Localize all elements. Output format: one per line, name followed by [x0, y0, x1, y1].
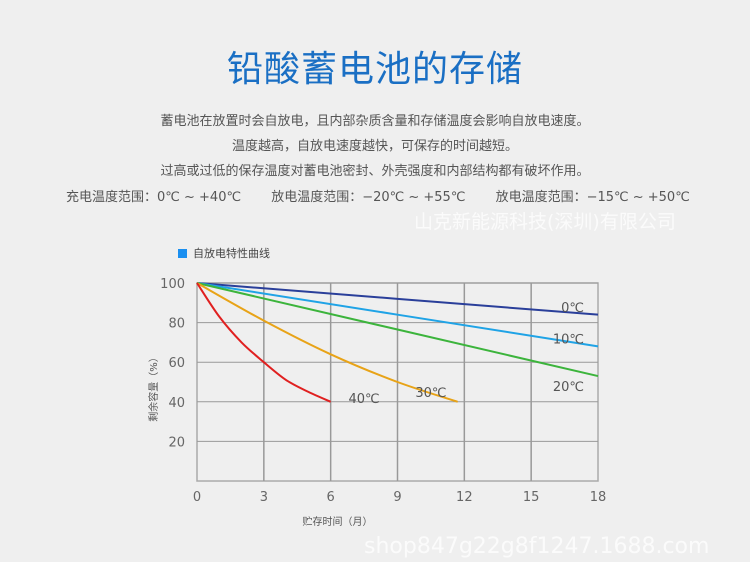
x-tick-label: 12 — [456, 490, 473, 505]
series-line — [196, 282, 599, 316]
series-label: 10℃ — [553, 332, 584, 347]
y-tick-label: 20 — [168, 435, 185, 450]
series-label: 0℃ — [561, 301, 584, 316]
x-tick-label: 18 — [590, 490, 607, 505]
x-tick-label: 6 — [327, 490, 335, 505]
series-line — [196, 282, 458, 403]
paragraph: 温度越高，自放电速度越快，可保存的时间越短。 — [231, 139, 518, 154]
x-tick-label: 9 — [393, 490, 401, 505]
discharge-range: 放电温度范围：−20℃ ~ +55℃ — [271, 190, 466, 205]
y-tick-label: 100 — [160, 277, 185, 292]
watermark-company: 山克新能源科技(深圳)有限公司 — [414, 211, 676, 233]
y-tick-label: 40 — [168, 396, 185, 411]
series-label: 30℃ — [415, 386, 446, 401]
x-tick-label: 3 — [260, 490, 268, 505]
chart-title: 自放电特性曲线 — [193, 247, 270, 260]
chart-legend: 自放电特性曲线 — [178, 245, 270, 261]
paragraph: 蓄电池在放置时会自放电，且内部杂质含量和存储温度会影响自放电速度。 — [160, 114, 590, 129]
y-axis-label: 剩余容量（%） — [147, 352, 160, 422]
temperature-ranges: 充电温度范围：0℃ ~ +40℃ 放电温度范围：−20℃ ~ +55℃ 放电温度… — [66, 186, 716, 205]
y-tick-label: 60 — [168, 356, 185, 371]
x-axis-label: 贮存时间（月） — [303, 515, 373, 528]
x-tick-label: 0 — [193, 490, 201, 505]
series-line — [196, 282, 332, 403]
y-tick-label: 80 — [168, 317, 185, 332]
series-label: 20℃ — [553, 380, 584, 395]
page-title: 铅酸蓄电池的存储 — [226, 49, 523, 90]
charge-range: 充电温度范围：0℃ ~ +40℃ — [66, 190, 242, 205]
x-tick-label: 15 — [523, 490, 540, 505]
watermark-url: shop847g22g8f1247.1688.com — [364, 534, 710, 559]
series-line — [196, 282, 599, 378]
storage-range: 放电温度范围：−15℃ ~ +50℃ — [495, 190, 690, 205]
series-label: 40℃ — [349, 392, 380, 407]
paragraph: 过高或过低的保存温度对蓄电池密封、外壳强度和内部结构都有破坏作用。 — [160, 164, 590, 179]
legend-swatch — [178, 248, 187, 258]
series-line — [196, 282, 599, 348]
